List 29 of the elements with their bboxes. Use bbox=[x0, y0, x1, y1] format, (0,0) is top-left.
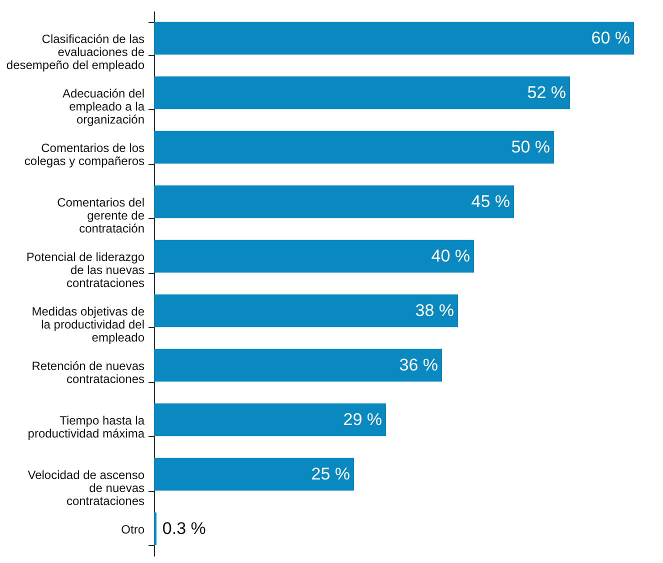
y-tick-label: Retención de nuevas contrataciones bbox=[32, 358, 144, 386]
data-label: 52 % bbox=[527, 82, 566, 102]
data-label: 60 % bbox=[591, 28, 630, 48]
data-label: 40 % bbox=[431, 246, 470, 266]
bar bbox=[154, 76, 570, 110]
data-label: 29 % bbox=[343, 410, 382, 429]
data-label: 0.3 % bbox=[162, 518, 206, 538]
bar bbox=[154, 22, 634, 55]
data-label: 50 % bbox=[511, 137, 550, 156]
y-tick-label: Medidas objetivas de la productividad del empleado bbox=[32, 304, 145, 344]
y-tick-label: Otro bbox=[121, 522, 145, 536]
bar bbox=[154, 130, 554, 164]
bar bbox=[154, 458, 354, 491]
bar bbox=[154, 403, 386, 436]
y-tick-label: Adecuación del empleado a la organización bbox=[62, 86, 145, 126]
data-label: 36 % bbox=[399, 355, 438, 374]
y-tick-label: Comentarios del gerente de contratación bbox=[57, 195, 145, 236]
bar bbox=[154, 185, 514, 218]
data-label: 25 % bbox=[311, 464, 350, 484]
y-tick-label: Comentarios de los colegas y compañeros bbox=[24, 140, 144, 168]
data-label: 45 % bbox=[471, 192, 510, 211]
data-label: 38 % bbox=[415, 300, 454, 320]
bar bbox=[154, 240, 474, 273]
y-tick-label: Tiempo hasta la productividad máxima bbox=[28, 413, 145, 440]
y-tick-label: Velocidad de ascenso de nuevas contrataciones bbox=[28, 468, 145, 508]
bar bbox=[154, 348, 442, 382]
y-tick-label: Potencial de liderazgo de las nuevas contrataciones bbox=[26, 250, 145, 290]
y-tick-label: Clasificación de las evaluaciones de desempeño del empleado bbox=[6, 32, 145, 72]
bar bbox=[154, 294, 458, 328]
